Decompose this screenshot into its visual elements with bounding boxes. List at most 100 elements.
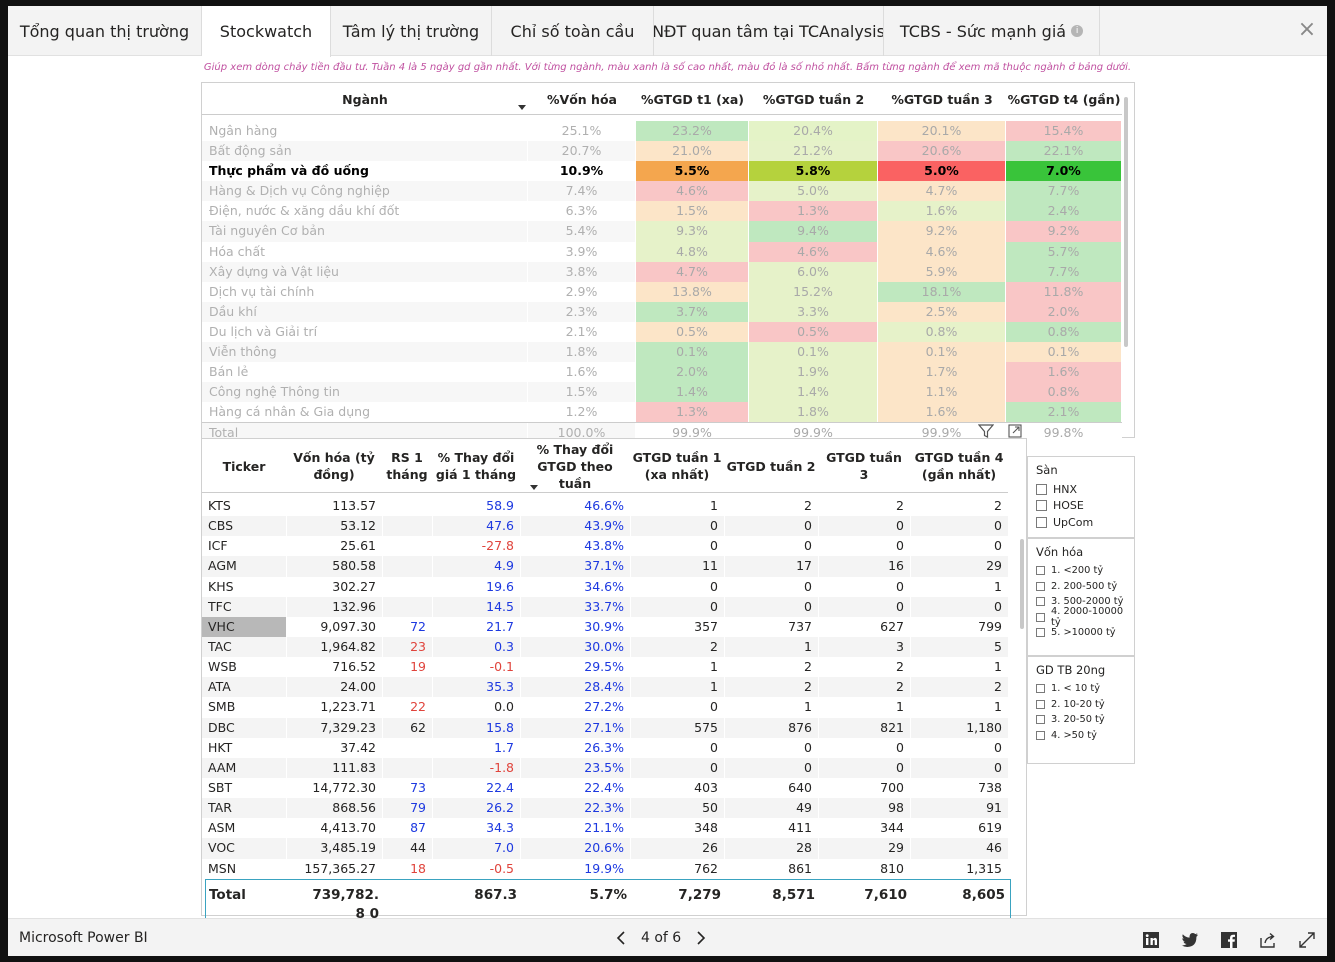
- ticker-row[interactable]: AAM 111.83 -1.8 23.5% 0 0 0 0: [202, 757, 1008, 778]
- tab-2[interactable]: Stockwatch: [202, 6, 331, 57]
- sector-header-0[interactable]: Ngành: [342, 91, 388, 107]
- checkbox[interactable]: [1036, 500, 1047, 512]
- slicer-option[interactable]: 2. 10-20 tỷ: [1036, 697, 1134, 713]
- sector-header-2[interactable]: %GTGD t1 (xa): [640, 91, 745, 107]
- ticker-header-4[interactable]: % Thay đổi GTGD theo tuần: [520, 439, 630, 493]
- ticker-row[interactable]: AGM 580.58 4.9 37.1% 11 17 16 29: [202, 556, 1008, 577]
- slicer-option[interactable]: 5. >10000 tỷ: [1036, 625, 1134, 641]
- ticker-header-0[interactable]: Ticker: [202, 439, 286, 493]
- checkbox[interactable]: [1036, 483, 1047, 495]
- focus-mode-icon[interactable]: [1008, 424, 1022, 438]
- slicer-option[interactable]: HOSE: [1036, 498, 1134, 515]
- brand-label[interactable]: Microsoft Power BI: [19, 930, 148, 946]
- ticker-row[interactable]: KHS 302.27 19.6 34.6% 0 0 0 1: [202, 576, 1008, 597]
- slicer-option[interactable]: 3. 20-50 tỷ: [1036, 712, 1134, 728]
- slicer-option[interactable]: 3. 500-2000 tỷ: [1036, 594, 1134, 610]
- ticker-header-5[interactable]: GTGD tuần 1 (xa nhất): [630, 439, 724, 493]
- tab-5[interactable]: NĐT quan tâm tại TCAnalysis: [654, 6, 884, 56]
- ticker-row[interactable]: MSN 157,365.27 18 -0.5 19.9% 762 861 810 1,315: [202, 858, 1008, 879]
- tab-4[interactable]: Chỉ số toàn cầu: [492, 6, 654, 56]
- chevron-right-icon[interactable]: [691, 929, 709, 947]
- tab-6[interactable]: TCBS - Sức mạnh giá i: [884, 6, 1100, 56]
- ticker-scrollbar[interactable]: [1020, 499, 1025, 899]
- ticker-gtgd-2: 2: [724, 677, 818, 698]
- ticker-row[interactable]: SMB 1,223.71 22 0.0 27.2% 0 1 1 1: [202, 697, 1008, 718]
- checkbox[interactable]: [1036, 581, 1045, 591]
- slicer-option[interactable]: UpCom: [1036, 514, 1134, 531]
- ticker-header-1[interactable]: Vốn hóa (tỷ đồng): [286, 439, 382, 493]
- ticker-header-3[interactable]: % Thay đổi giá 1 tháng: [432, 439, 520, 493]
- checkbox[interactable]: [1036, 597, 1045, 607]
- sector-row[interactable]: Hàng cá nhân & Gia dụng 1.2% 1.3% 1.8% 1.6% 2…: [202, 402, 1122, 423]
- ticker-gtgd-2: 0: [724, 536, 818, 557]
- sector-row[interactable]: Ngân hàng 25.1% 23.2% 20.4% 20.1% 15.4%: [202, 121, 1122, 142]
- checkbox[interactable]: [1036, 516, 1047, 528]
- share-icon[interactable]: [1258, 930, 1278, 950]
- info-icon[interactable]: i: [1071, 25, 1084, 37]
- sector-row[interactable]: Bất động sản 20.7% 21.0% 21.2% 20.6% 22.1%: [202, 141, 1122, 162]
- ticker-week-change: 43.9%: [520, 516, 630, 537]
- checkbox[interactable]: [1036, 730, 1045, 740]
- checkbox[interactable]: [1036, 715, 1045, 725]
- slicer-option[interactable]: HNX: [1036, 481, 1134, 498]
- slicer-option[interactable]: 1. < 10 tỷ: [1036, 681, 1134, 697]
- sector-row[interactable]: Viễn thông 1.8% 0.1% 0.1% 0.1% 0.1%: [202, 342, 1122, 363]
- sector-header-1[interactable]: %Vốn hóa: [547, 91, 617, 107]
- slicer-option[interactable]: 4. >50 tỷ: [1036, 728, 1134, 744]
- sector-cap: 20.7%: [528, 141, 636, 162]
- sector-row[interactable]: Bán lẻ 1.6% 2.0% 1.9% 1.7% 1.6%: [202, 362, 1122, 383]
- sector-header-3[interactable]: %GTGD tuần 2: [762, 91, 865, 107]
- ticker-header-6[interactable]: GTGD tuần 2: [724, 439, 818, 493]
- sector-row[interactable]: Du lịch và Giải trí 2.1% 0.5% 0.5% 0.8% 0.8%: [202, 321, 1122, 343]
- tab-label: NĐT quan tâm tại TCAnalysis: [654, 21, 884, 41]
- filter-icon[interactable]: [978, 423, 994, 439]
- fullscreen-icon[interactable]: [1297, 930, 1317, 950]
- ticker-row[interactable]: WSB 716.52 19 -0.1 29.5% 1 2 2 1: [202, 657, 1008, 678]
- ticker-row[interactable]: ATA 24.00 35.3 28.4% 1 2 2 2: [202, 677, 1008, 698]
- sector-row[interactable]: Xây dựng và Vật liệu 3.8% 4.7% 6.0% 5.9% 7.7%: [202, 261, 1122, 282]
- sector-row[interactable]: Hóa chất 3.9% 4.8% 4.6% 4.6% 5.7%: [202, 241, 1122, 262]
- ticker-row[interactable]: TAR 868.56 79 26.2 22.3% 50 49 98 91: [202, 798, 1008, 819]
- checkbox[interactable]: [1036, 699, 1045, 709]
- ticker-row[interactable]: VOC 3,485.19 44 7.0 20.6% 26 28 29 46: [202, 838, 1008, 859]
- tab-1[interactable]: Tổng quan thị trường: [8, 6, 202, 56]
- checkbox[interactable]: [1036, 612, 1045, 622]
- sector-header-4[interactable]: %GTGD tuần 3: [891, 91, 993, 107]
- checkbox[interactable]: [1036, 628, 1045, 638]
- sector-row[interactable]: Dịch vụ tài chính 2.9% 13.8% 15.2% 18.1% 11.8…: [202, 281, 1122, 302]
- sector-row[interactable]: Thực phẩm và đồ uống 10.9% 5.5% 5.8% 5.0% 7.0…: [202, 161, 1122, 182]
- ticker-row[interactable]: CBS 53.12 47.6 43.9% 0 0 0 0: [202, 516, 1008, 537]
- ticker-row[interactable]: ICF 25.61 -27.8 43.8% 0 0 0 0: [202, 536, 1008, 557]
- ticker-row[interactable]: KTS 113.57 58.9 46.6% 1 2 2 2: [202, 496, 1008, 517]
- checkbox[interactable]: [1036, 566, 1045, 576]
- sector-scrollbar[interactable]: [1124, 91, 1129, 421]
- ticker-row[interactable]: DBC 7,329.23 62 15.8 27.1% 575 876 821 1,180: [202, 717, 1008, 738]
- sector-header-5[interactable]: %GTGD t4 (gần): [1007, 91, 1121, 107]
- checkbox[interactable]: [1036, 684, 1045, 694]
- ticker-row[interactable]: TAC 1,964.82 23 0.3 30.0% 2 1 3 5: [202, 636, 1008, 658]
- sector-gtgd-cell: 5.5%: [636, 161, 749, 182]
- slicer-option[interactable]: 1. <200 tỷ: [1036, 563, 1134, 579]
- close-icon[interactable]: ×: [1297, 17, 1317, 42]
- sector-row[interactable]: Công nghệ Thông tin 1.5% 1.4% 1.4% 1.1% 0.8%: [202, 382, 1122, 403]
- sector-row[interactable]: Tài nguyên Cơ bản 5.4% 9.3% 9.4% 9.2% 9.2%: [202, 221, 1122, 242]
- ticker-row[interactable]: SBT 14,772.30 73 22.4 22.4% 403 640 700 738: [202, 777, 1008, 799]
- linkedin-icon[interactable]: [1141, 930, 1161, 950]
- slicer-option[interactable]: 4. 2000-10000 tỷ: [1036, 606, 1134, 628]
- facebook-icon[interactable]: [1219, 930, 1239, 950]
- ticker-header-7[interactable]: GTGD tuần 3: [818, 439, 910, 493]
- twitter-icon[interactable]: [1180, 930, 1200, 950]
- sector-row[interactable]: Dầu khí 2.3% 3.7% 3.3% 2.5% 2.0%: [202, 301, 1122, 322]
- sector-row[interactable]: Điện, nước & xăng dầu khí đốt 6.3% 1.5% 1.3…: [202, 201, 1122, 222]
- ticker-header-2[interactable]: RS 1 tháng: [382, 439, 432, 493]
- ticker-row[interactable]: VHC 9,097.30 72 21.7 30.9% 357 737 627 799: [202, 616, 1008, 637]
- chevron-left-icon[interactable]: [613, 929, 631, 947]
- ticker-gtgd-4: 738: [910, 777, 1008, 799]
- ticker-row[interactable]: ASM 4,413.70 87 34.3 21.1% 348 411 344 619: [202, 818, 1008, 839]
- tab-3[interactable]: Tâm lý thị trường: [331, 6, 492, 56]
- ticker-header-8[interactable]: GTGD tuần 4 (gần nhất): [910, 439, 1008, 493]
- slicer-option[interactable]: 2. 200-500 tỷ: [1036, 579, 1134, 595]
- sector-row[interactable]: Hàng & Dịch vụ Công nghiệp 7.4% 4.6% 5.0% 4.…: [202, 181, 1122, 202]
- ticker-row[interactable]: TFC 132.96 14.5 33.7% 0 0 0 0: [202, 596, 1008, 617]
- ticker-row[interactable]: HKT 37.42 1.7 26.3% 0 0 0 0: [202, 737, 1008, 758]
